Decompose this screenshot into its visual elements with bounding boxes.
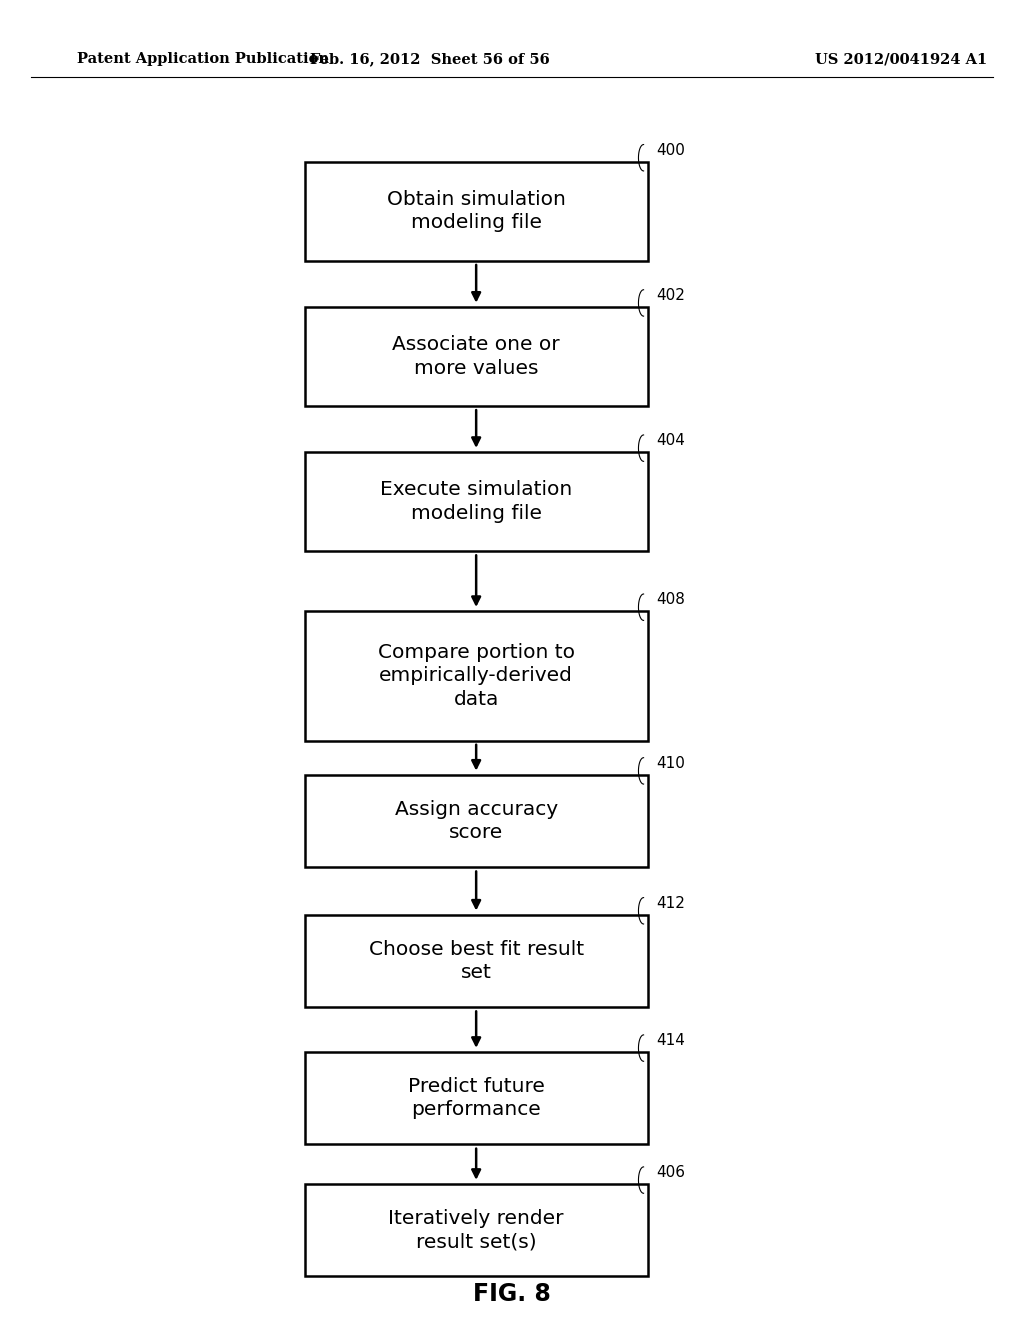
Bar xyxy=(305,308,648,407)
Text: Associate one or
more values: Associate one or more values xyxy=(392,335,560,378)
Text: 414: 414 xyxy=(656,1034,685,1048)
Bar xyxy=(305,1184,648,1276)
Bar xyxy=(305,611,648,741)
Text: Predict future
performance: Predict future performance xyxy=(408,1077,545,1119)
Text: Obtain simulation
modeling file: Obtain simulation modeling file xyxy=(387,190,565,232)
Text: FIG. 8: FIG. 8 xyxy=(473,1282,551,1305)
Text: 402: 402 xyxy=(656,288,685,304)
Text: Patent Application Publication: Patent Application Publication xyxy=(77,53,329,66)
Text: Iteratively render
result set(s): Iteratively render result set(s) xyxy=(388,1209,564,1251)
Text: 408: 408 xyxy=(656,593,685,607)
Text: 412: 412 xyxy=(656,896,685,911)
Text: Choose best fit result
set: Choose best fit result set xyxy=(369,940,584,982)
Text: 404: 404 xyxy=(656,433,685,449)
Text: Assign accuracy
score: Assign accuracy score xyxy=(394,800,558,842)
Text: Execute simulation
modeling file: Execute simulation modeling file xyxy=(380,480,572,523)
Text: Feb. 16, 2012  Sheet 56 of 56: Feb. 16, 2012 Sheet 56 of 56 xyxy=(310,53,550,66)
Bar xyxy=(305,162,648,261)
Text: Compare portion to
empirically-derived
data: Compare portion to empirically-derived d… xyxy=(378,643,574,709)
Bar xyxy=(305,1052,648,1144)
Text: 400: 400 xyxy=(656,143,685,158)
Text: 406: 406 xyxy=(656,1166,685,1180)
Text: US 2012/0041924 A1: US 2012/0041924 A1 xyxy=(815,53,987,66)
Text: 410: 410 xyxy=(656,756,685,771)
Bar xyxy=(305,453,648,552)
Bar xyxy=(305,775,648,867)
Bar xyxy=(305,915,648,1007)
